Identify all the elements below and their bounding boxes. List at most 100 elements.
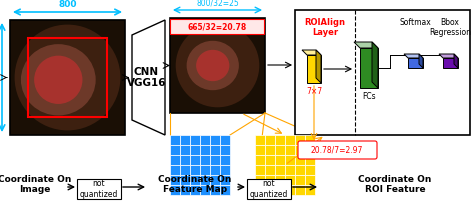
Polygon shape	[360, 48, 378, 88]
Bar	[255, 175, 265, 185]
Text: 665/32=20.78: 665/32=20.78	[188, 22, 247, 32]
Bar	[265, 175, 275, 185]
Bar	[200, 135, 210, 145]
Bar	[210, 135, 220, 145]
Text: Coordinate On
Feature Map: Coordinate On Feature Map	[158, 175, 232, 194]
Bar	[285, 185, 295, 195]
FancyBboxPatch shape	[77, 179, 121, 199]
Bar	[265, 145, 275, 155]
Text: not
quantized: not quantized	[80, 179, 118, 199]
Ellipse shape	[187, 41, 239, 90]
Polygon shape	[419, 54, 423, 68]
Bar	[285, 135, 295, 145]
Bar	[275, 145, 285, 155]
Bar	[180, 145, 190, 155]
FancyBboxPatch shape	[171, 19, 264, 33]
Bar	[220, 135, 230, 145]
Bar	[220, 145, 230, 155]
Bar	[275, 185, 285, 195]
Bar	[170, 175, 180, 185]
Bar	[285, 165, 295, 175]
Bar	[190, 165, 200, 175]
FancyBboxPatch shape	[298, 141, 377, 159]
Bar	[295, 185, 305, 195]
Bar	[305, 155, 315, 165]
Polygon shape	[132, 20, 165, 135]
Bar	[285, 145, 295, 155]
Bar	[170, 185, 180, 195]
Polygon shape	[404, 54, 423, 58]
Text: Coordinate On
Image: Coordinate On Image	[0, 175, 72, 194]
Polygon shape	[372, 42, 378, 88]
Bar	[265, 165, 275, 175]
Bar	[170, 145, 180, 155]
Bar	[200, 145, 210, 155]
Polygon shape	[408, 58, 423, 68]
Bar	[295, 135, 305, 145]
Text: not
quantized: not quantized	[250, 179, 288, 199]
Bar	[275, 175, 285, 185]
Bar	[190, 145, 200, 155]
Text: FCs: FCs	[362, 92, 376, 101]
Bar	[170, 135, 180, 145]
Bar	[265, 135, 275, 145]
Text: 7×7: 7×7	[306, 87, 322, 96]
Bar	[170, 18, 265, 113]
Bar	[295, 145, 305, 155]
Bar	[255, 145, 265, 155]
Bar	[210, 185, 220, 195]
Bar	[200, 165, 210, 175]
Bar	[190, 155, 200, 165]
Bar	[180, 135, 190, 145]
Bar	[275, 165, 285, 175]
Bar	[305, 165, 315, 175]
Bar	[305, 145, 315, 155]
Bar	[255, 135, 265, 145]
Bar	[275, 155, 285, 165]
Text: 800: 800	[58, 0, 77, 9]
Ellipse shape	[15, 25, 120, 130]
Bar	[180, 165, 190, 175]
Bar	[305, 135, 315, 145]
Polygon shape	[439, 54, 458, 58]
Bar	[255, 165, 265, 175]
Bar	[220, 155, 230, 165]
Bar	[180, 175, 190, 185]
Bar	[305, 185, 315, 195]
Bar	[255, 185, 265, 195]
Bar	[180, 185, 190, 195]
Bar	[200, 155, 210, 165]
Ellipse shape	[34, 56, 82, 104]
Bar	[200, 185, 210, 195]
Bar	[220, 165, 230, 175]
Bar	[200, 175, 210, 185]
Bar	[210, 165, 220, 175]
Text: ROIAlign
Layer: ROIAlign Layer	[304, 18, 346, 37]
Ellipse shape	[176, 24, 259, 107]
Bar	[265, 185, 275, 195]
Bar	[190, 135, 200, 145]
Bar	[295, 165, 305, 175]
Polygon shape	[302, 50, 321, 55]
Bar	[210, 175, 220, 185]
Bar	[170, 165, 180, 175]
Bar	[220, 175, 230, 185]
Polygon shape	[307, 55, 321, 83]
Text: Softmax: Softmax	[399, 18, 431, 27]
Text: CNN
VGG16: CNN VGG16	[127, 67, 166, 88]
Bar	[305, 175, 315, 185]
Bar	[295, 175, 305, 185]
Bar	[295, 10, 470, 135]
Polygon shape	[454, 54, 458, 68]
Bar	[28, 38, 107, 117]
Bar	[210, 145, 220, 155]
Text: 800/32=25: 800/32=25	[196, 0, 239, 7]
Bar	[170, 155, 180, 165]
Bar	[285, 175, 295, 185]
Text: Coordinate On
ROI Feature: Coordinate On ROI Feature	[358, 175, 432, 194]
Bar	[295, 155, 305, 165]
Bar	[220, 185, 230, 195]
Bar	[275, 135, 285, 145]
Polygon shape	[354, 42, 378, 48]
FancyBboxPatch shape	[247, 179, 291, 199]
